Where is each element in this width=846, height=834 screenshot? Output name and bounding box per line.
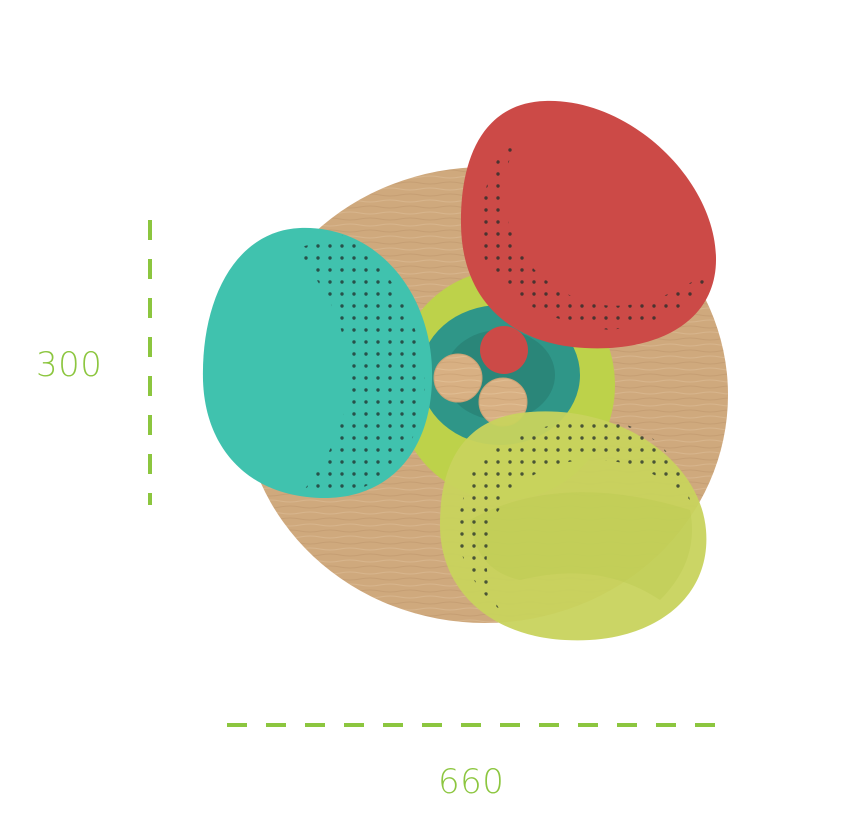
center-post-wood-left: [434, 354, 482, 402]
width-dimension-label: 660: [438, 762, 504, 802]
center-post-red: [480, 326, 528, 374]
height-dimension-label: 300: [36, 345, 102, 385]
